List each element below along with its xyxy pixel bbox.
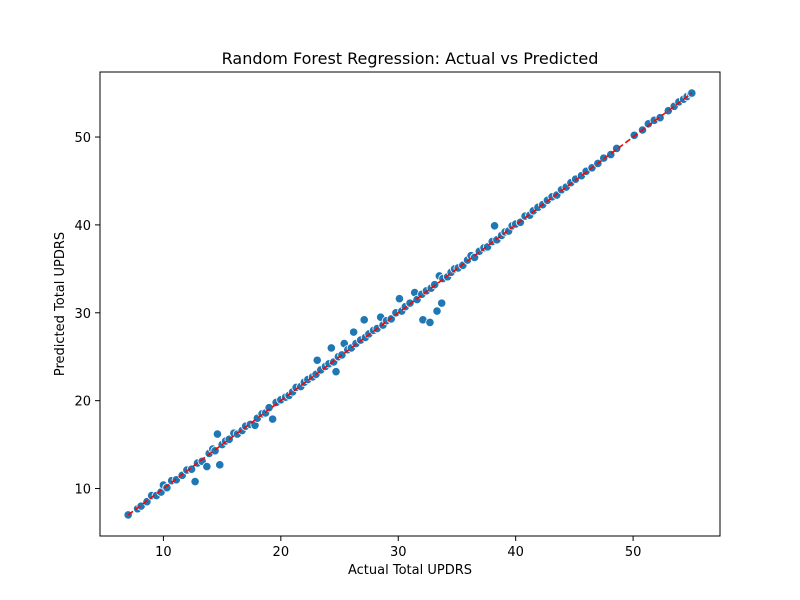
data-point xyxy=(268,414,278,424)
data-point xyxy=(162,483,172,493)
x-tick-label: 20 xyxy=(273,545,290,560)
data-point xyxy=(202,461,212,472)
y-tick-label: 50 xyxy=(74,131,91,146)
data-point xyxy=(331,367,341,377)
data-point xyxy=(186,464,197,474)
data-point xyxy=(437,298,447,308)
reference-line xyxy=(127,92,693,516)
data-point xyxy=(432,306,442,316)
x-axis-label: Actual Total UPDRS xyxy=(348,563,472,578)
data-point xyxy=(212,429,223,439)
x-tick-label: 40 xyxy=(507,545,524,560)
y-tick-label: 40 xyxy=(74,219,91,234)
ticks-layer: 10 20 30 40 50 10 20 30 40 50 xyxy=(74,131,641,560)
chart-title: Random Forest Regression: Actual vs Pred… xyxy=(222,49,599,68)
data-point xyxy=(394,294,405,304)
y-tick-label: 10 xyxy=(74,483,91,498)
y-tick-label: 20 xyxy=(74,395,91,410)
data-point xyxy=(359,315,369,325)
x-tick-label: 30 xyxy=(390,545,407,560)
data-point xyxy=(264,403,274,413)
data-point xyxy=(312,355,322,365)
data-point xyxy=(326,343,336,353)
data-point xyxy=(215,460,225,470)
data-point xyxy=(349,327,359,337)
y-tick-label: 30 xyxy=(74,307,91,322)
y-axis-label: Predicted Total UPDRS xyxy=(53,232,68,376)
x-tick-label: 50 xyxy=(625,545,642,560)
data-point xyxy=(425,317,435,328)
x-tick-label: 10 xyxy=(155,545,172,560)
plot-frame xyxy=(99,71,721,537)
data-point xyxy=(469,252,480,263)
data-point xyxy=(687,88,697,98)
points-layer xyxy=(123,88,697,520)
data-point xyxy=(489,221,500,231)
data-point xyxy=(190,476,200,487)
